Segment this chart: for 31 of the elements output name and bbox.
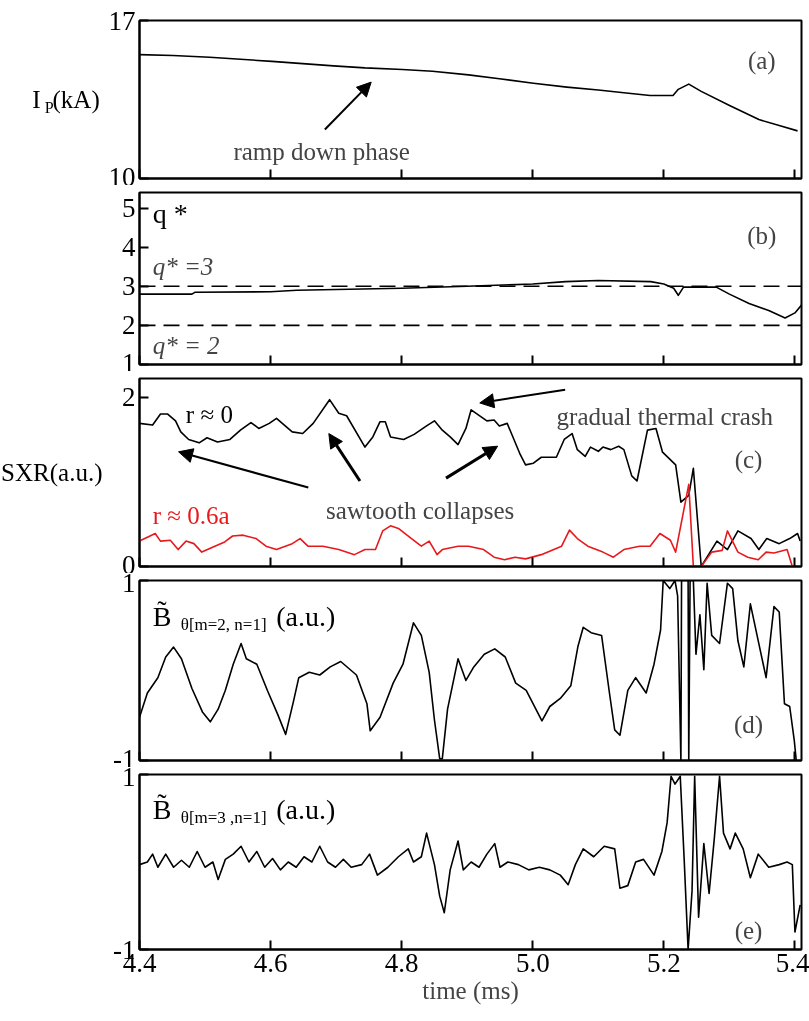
x-tick-label: 5.0	[515, 947, 550, 978]
ref-line-label: q* = 2	[152, 331, 220, 359]
annotation: (c)	[734, 445, 763, 474]
y-tick-label: 2	[122, 310, 136, 341]
x-tick-label: 4.8	[384, 947, 419, 978]
y-tick-label: 1	[122, 347, 136, 378]
annotation: sawtooth collapses	[326, 496, 515, 524]
x-tick-label: 5.2	[646, 947, 681, 978]
annotation: (b)	[747, 222, 777, 250]
x-axis-title: time (ms)	[422, 976, 519, 1005]
y-tick-label: 2	[122, 382, 136, 413]
annotation: gradual thermal crash	[556, 402, 774, 430]
annotation: (a)	[747, 46, 776, 75]
y-axis-title: q *	[152, 197, 188, 229]
y-tick-label: 10	[108, 161, 136, 192]
y-tick-label: 5	[122, 193, 136, 224]
y-axis-title: B̃θ[m=3 ,n=1](a.u.)	[152, 794, 336, 828]
y-axis-title: SXR(a.u.)	[1, 459, 103, 487]
ref-line-label: q* =3	[152, 252, 214, 280]
y-tick-label: 17	[108, 5, 136, 36]
y-axis-title: B̃θ[m=2, n=1](a.u.)	[152, 601, 336, 635]
line-series	[139, 775, 801, 950]
series-label: r ≈ 0.6a	[152, 502, 230, 530]
y-tick-label: 3	[122, 271, 136, 302]
x-tick-label: 5.4	[775, 947, 809, 978]
y-tick-label: 4	[122, 232, 136, 263]
x-tick-label: 4.6	[253, 947, 288, 978]
series-label: r ≈ 0	[185, 400, 233, 428]
annotation: (e)	[734, 916, 763, 945]
annotation: ramp down phase	[233, 138, 410, 166]
annotation: (d)	[733, 711, 764, 739]
